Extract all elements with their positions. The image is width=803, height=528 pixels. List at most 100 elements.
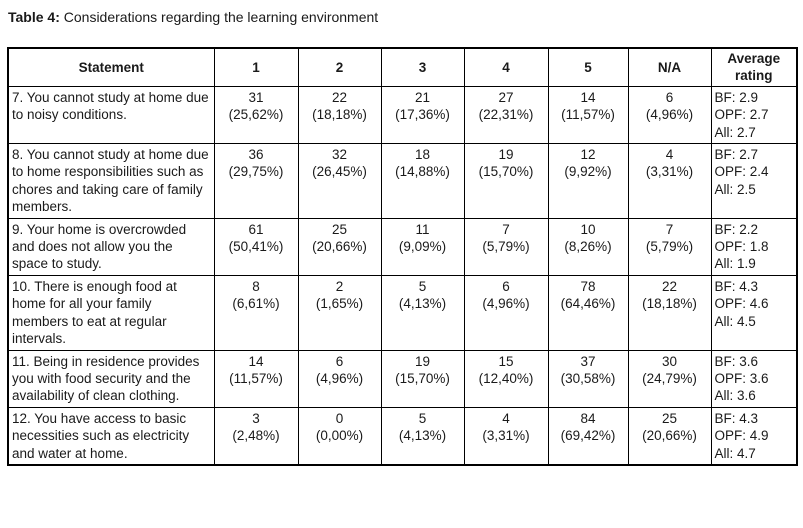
table-row: 10. There is enough food at home for all…	[7, 274, 798, 351]
rating-4-cell: 6 (4,96%)	[463, 274, 549, 351]
percent-value: (14,88%)	[395, 164, 450, 180]
average-opf: OPF: 1.8	[714, 239, 769, 255]
percent-value: (29,75%)	[228, 164, 284, 180]
count-value: 37	[580, 353, 596, 369]
rating-2-cell: 2 (1,65%)	[297, 274, 382, 351]
rating-5-cell: 78 (64,46%)	[547, 274, 629, 351]
rating-5-cell: 10 (8,26%)	[547, 217, 629, 276]
count-value: 19	[414, 353, 431, 369]
average-rating-cell: BF: 4.3 OPF: 4.6 All: 4.5	[710, 274, 798, 351]
average-all: All: 2.7	[714, 124, 756, 140]
percent-value: (12,40%)	[478, 370, 534, 386]
percent-value: (17,36%)	[395, 107, 450, 123]
average-opf: OPF: 3.6	[714, 370, 769, 386]
count-value: 25	[331, 221, 348, 237]
rating-1-cell: 3 (2,48%)	[213, 406, 299, 466]
percent-value: (11,57%)	[229, 370, 283, 386]
average-bf: BF: 2.2	[714, 221, 759, 237]
percent-value: (3,31%)	[645, 164, 694, 180]
table-caption: Table 4: Considerations regarding the le…	[8, 8, 803, 26]
percent-value: (69,42%)	[560, 428, 616, 444]
average-bf: BF: 4.3	[714, 278, 759, 294]
percent-value: (64,46%)	[560, 296, 616, 312]
col-header-rating-3: 3	[380, 47, 465, 87]
count-value: 7	[665, 221, 674, 237]
count-value: 22	[331, 89, 348, 105]
statement-cell: 12. You have access to basic necessities…	[7, 406, 215, 466]
percent-value: (4,96%)	[645, 107, 694, 123]
percent-value: (15,70%)	[395, 370, 450, 386]
count-value: 27	[498, 89, 514, 105]
rating-2-cell: 6 (4,96%)	[297, 349, 382, 408]
percent-value: (30,58%)	[560, 370, 616, 386]
rating-na-cell: 25 (20,66%)	[627, 406, 712, 466]
col-header-statement: Statement	[7, 47, 215, 87]
col-header-rating-5: 5	[547, 47, 629, 87]
rating-4-cell: 19 (15,70%)	[463, 143, 549, 219]
count-value: 11	[415, 221, 430, 237]
count-value: 30	[661, 353, 678, 369]
col-header-rating-1: 1	[213, 47, 299, 87]
count-value: 10	[580, 221, 596, 237]
percent-value: (4,96%)	[482, 296, 530, 312]
average-bf: BF: 4.3	[714, 410, 759, 426]
count-value: 6	[335, 353, 344, 369]
average-rating-cell: BF: 3.6 OPF: 3.6 All: 3.6	[710, 349, 798, 408]
statement-cell: 9. Your home is overcrowded and does not…	[7, 217, 215, 276]
count-value: 78	[580, 278, 596, 294]
rating-5-cell: 37 (30,58%)	[547, 349, 629, 408]
percent-value: (4,13%)	[398, 296, 447, 312]
rating-na-cell: 6 (4,96%)	[627, 85, 712, 145]
rating-1-cell: 8 (6,61%)	[213, 274, 299, 351]
average-all: All: 1.9	[714, 256, 756, 272]
count-value: 61	[248, 221, 264, 237]
rating-1-cell: 36 (29,75%)	[213, 143, 299, 219]
rating-4-cell: 7 (5,79%)	[463, 217, 549, 276]
page: Table 4: Considerations regarding the le…	[7, 8, 803, 466]
count-value: 21	[414, 89, 431, 105]
rating-1-cell: 61 (50,41%)	[213, 217, 299, 276]
percent-value: (22,31%)	[478, 107, 534, 123]
count-value: 3	[252, 410, 260, 426]
count-value: 36	[248, 147, 264, 163]
count-value: 6	[502, 278, 510, 294]
percent-value: (20,66%)	[312, 239, 367, 255]
rating-3-cell: 21 (17,36%)	[380, 85, 465, 145]
count-value: 32	[331, 147, 348, 163]
rating-na-cell: 22 (18,18%)	[627, 274, 712, 351]
rating-na-cell: 4 (3,31%)	[627, 143, 712, 219]
average-opf: OPF: 4.6	[714, 296, 769, 312]
percent-value: (2,48%)	[232, 428, 280, 444]
rating-4-cell: 27 (22,31%)	[463, 85, 549, 145]
count-value: 14	[248, 353, 264, 369]
rating-2-cell: 22 (18,18%)	[297, 85, 382, 145]
rating-1-cell: 14 (11,57%)	[213, 349, 299, 408]
count-value: 0	[335, 410, 344, 426]
average-opf: OPF: 2.4	[714, 164, 769, 180]
count-value: 31	[248, 89, 264, 105]
percent-value: (11,57%)	[561, 107, 615, 123]
count-value: 12	[580, 147, 596, 163]
percent-value: (4,13%)	[398, 428, 447, 444]
table-caption-label: Table 4:	[8, 9, 60, 25]
count-value: 14	[580, 89, 596, 105]
percent-value: (5,79%)	[482, 239, 530, 255]
count-value: 7	[502, 221, 510, 237]
average-bf: BF: 2.9	[714, 89, 759, 105]
rating-3-cell: 19 (15,70%)	[380, 349, 465, 408]
table-row: 7. You cannot study at home due to noisy…	[7, 85, 798, 145]
col-header-na: N/A	[627, 47, 712, 87]
header-row: Statement 1 2 3 4 5 N/A Average rating	[7, 47, 798, 87]
percent-value: (9,92%)	[564, 164, 612, 180]
percent-value: (1,65%)	[315, 296, 364, 312]
col-header-average-rating: Average rating	[710, 47, 798, 87]
count-value: 15	[498, 353, 514, 369]
col-header-rating-2: 2	[297, 47, 382, 87]
col-header-rating-4: 4	[463, 47, 549, 87]
rating-4-cell: 15 (12,40%)	[463, 349, 549, 408]
average-all: All: 4.7	[714, 445, 756, 461]
rating-2-cell: 25 (20,66%)	[297, 217, 382, 276]
count-value: 5	[418, 278, 427, 294]
rating-1-cell: 31 (25,62%)	[213, 85, 299, 145]
percent-value: (4,96%)	[315, 370, 364, 386]
